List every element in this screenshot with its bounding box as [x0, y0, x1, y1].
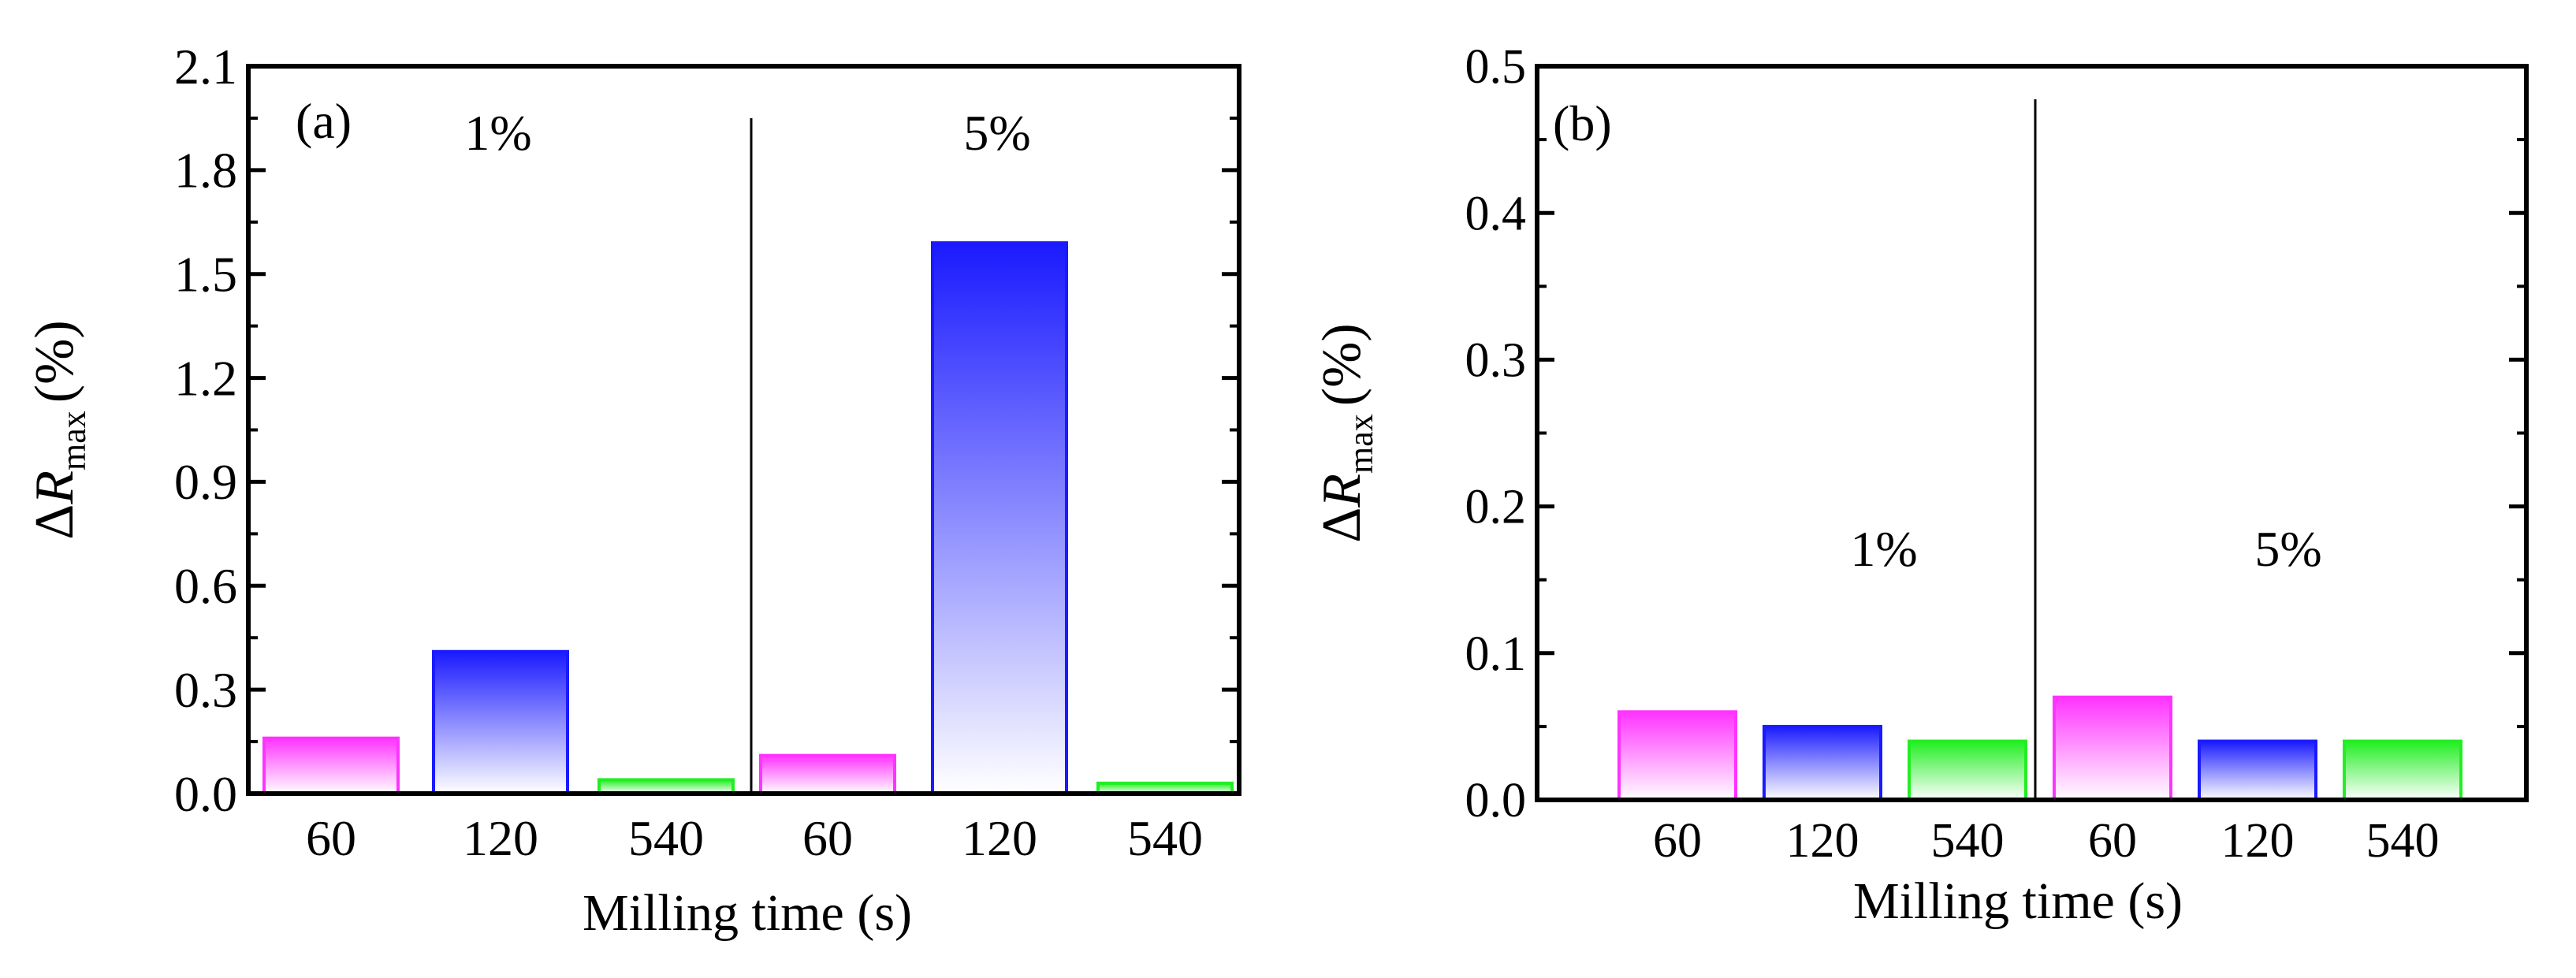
x-tick-label: 120: [962, 810, 1037, 866]
bar: [2343, 739, 2462, 802]
panel-label: (a): [296, 93, 352, 149]
group-label: 5%: [963, 105, 1030, 161]
y-tick-label: 1.5: [174, 246, 237, 302]
y-tick-label: 0.3: [1465, 333, 1527, 387]
y-tick-label: 1.8: [174, 143, 237, 199]
bar: [2053, 695, 2172, 801]
panel-b: 0.0 0.1 0.2 0.3 0.4 0.5 60 120 540 60 120 540 1% 5% (b…: [1312, 40, 2529, 930]
panel-label: (b): [1553, 95, 1612, 151]
bar: [1908, 739, 2027, 802]
y-tick-label: 0.6: [174, 558, 237, 614]
bar: [262, 736, 400, 796]
y-tick-label: 0.5: [1465, 40, 1527, 94]
group-label: 1%: [1850, 521, 1917, 577]
y-tick-label: 2.1: [174, 39, 237, 95]
x-tick-label: 60: [1653, 814, 1702, 868]
x-axis-title: Milling time (s): [583, 884, 912, 942]
y-tick-label: 0.0: [1465, 774, 1527, 827]
panel-a: 0.0 0.3 0.6 0.9 1.2 1.5 1.8 2.1 60 120 540 60 120 540…: [24, 39, 1241, 942]
y-title-unit: (%): [24, 320, 85, 403]
group-label: 5%: [2254, 521, 2321, 577]
y-title-subscript: max: [54, 411, 93, 470]
plot-frame: [246, 64, 1241, 796]
y-title-delta: Δ: [24, 504, 85, 540]
y-title-delta: Δ: [1312, 508, 1372, 543]
bar: [931, 241, 1068, 795]
bar: [2198, 739, 2317, 802]
x-axis-title: Milling time (s): [1853, 872, 2183, 930]
y-tick-label: 0.1: [1465, 627, 1527, 681]
y-axis-title: ΔRmax (%): [24, 320, 93, 539]
y-title-variable: R: [24, 470, 85, 505]
y-title-unit: (%): [1312, 323, 1372, 406]
y-tick-label: 1.2: [174, 350, 237, 406]
y-title-variable: R: [1312, 474, 1372, 508]
y-tick-label: 0.2: [1465, 481, 1527, 534]
x-tick-label: 60: [2088, 814, 2137, 868]
x-tick-label: 120: [463, 810, 538, 866]
bar: [1617, 710, 1737, 802]
x-tick-label: 120: [2221, 814, 2295, 868]
y-title-subscript: max: [1342, 414, 1380, 474]
y-tick-label: 0.3: [174, 662, 237, 718]
bar: [759, 753, 896, 796]
x-tick-label: 540: [628, 810, 704, 866]
y-tick-label: 0.9: [174, 454, 237, 510]
bar: [1763, 724, 1882, 802]
bar: [432, 649, 569, 795]
x-tick-label: 540: [2366, 814, 2440, 868]
group-label: 1%: [464, 105, 531, 161]
y-tick-label: 0.4: [1465, 187, 1527, 240]
y-tick-label: 0.0: [174, 766, 237, 822]
x-tick-label: 540: [1127, 810, 1203, 866]
plot-frame: [1535, 64, 2529, 802]
x-tick-label: 60: [802, 810, 853, 866]
y-axis-title: ΔRmax (%): [1312, 323, 1380, 542]
x-tick-label: 120: [1786, 814, 1859, 868]
x-tick-label: 540: [1931, 814, 2005, 868]
x-tick-label: 60: [306, 810, 356, 866]
